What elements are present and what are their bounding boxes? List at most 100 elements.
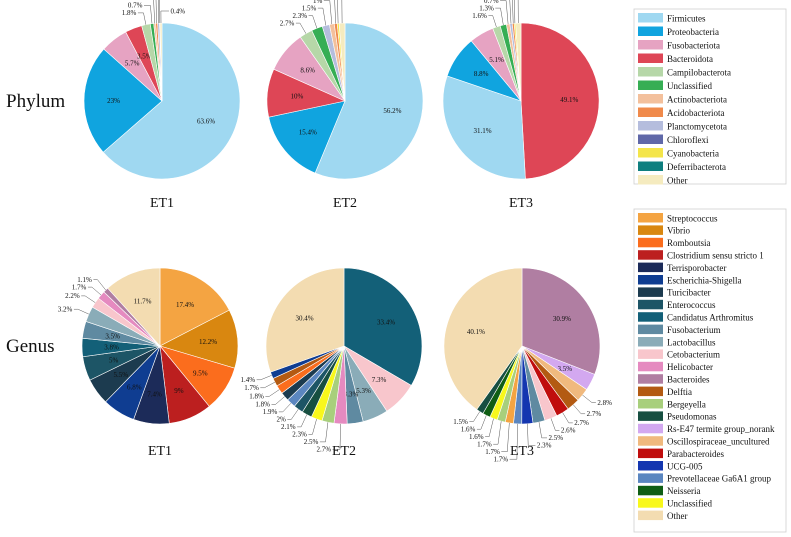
legend-swatch-phylum-6: [638, 94, 663, 104]
phylum-pie-title-et3: ET3: [509, 196, 533, 211]
genus-et1-label-13: 1.1%: [77, 276, 92, 284]
phylum-et3-label-6: 0.7%: [484, 0, 499, 5]
legend-swatch-genus-19: [638, 448, 663, 459]
genus-et2-label-9: 1.9%: [263, 408, 278, 416]
genus-et2-leader-6: [308, 418, 317, 435]
genus-et1-label-10: 3.2%: [58, 306, 73, 314]
phylum-et2-leader-10: [341, 0, 343, 24]
legend-genus: Streptococcus Vibrio Romboutsia Clostridium…: [638, 213, 775, 521]
legend-label-genus-15: Bergeyella: [667, 399, 706, 409]
legend-label-phylum-4: Campilobacterota: [667, 67, 731, 77]
phylum-et1-leader-7: [155, 0, 157, 24]
legend-swatch-genus-22: [638, 485, 663, 496]
genus-et2-label-10: 1.8%: [255, 401, 270, 409]
phylum-et3-leader-9: [514, 0, 516, 24]
legend-swatch-phylum-4: [638, 67, 663, 77]
genus-pie-title-et3: ET3: [510, 444, 534, 459]
genus-et1-leader-13: [93, 279, 106, 291]
genus-et1-label-1: 12.2%: [199, 338, 217, 346]
genus-et2-label-3: 3.3%: [344, 390, 359, 398]
legend-label-genus-23: Unclassified: [667, 499, 712, 509]
legend-swatch-phylum-12: [638, 175, 663, 185]
genus-et1-leader-10: [73, 308, 89, 315]
phylum-et1-slice-1: [83, 48, 163, 153]
legend-swatch-phylum-10: [638, 148, 663, 158]
legend-label-genus-6: Turicibacter: [667, 288, 711, 298]
phylum-et1-leader-4: [137, 12, 147, 25]
phylum-et2-label-1: 15.4%: [299, 128, 317, 136]
phylum-et1-label-0: 63.6%: [197, 118, 215, 126]
genus-et3-slice-14: [443, 267, 523, 410]
genus-pie-title-et1: ET1: [148, 444, 172, 459]
legend-label-genus-11: Cetobacterium: [667, 350, 720, 360]
legend-label-genus-0: Streptococcus: [667, 213, 718, 223]
genus-et3-label-3: 2.7%: [587, 410, 602, 418]
phylum-et3-label-4: 1.6%: [472, 12, 487, 20]
legend-label-phylum-12: Other: [667, 175, 688, 185]
genus-et1-label-9: 3.5%: [105, 332, 120, 340]
genus-et3-label-14: 40.1%: [467, 328, 485, 336]
genus-et3-leader-7: [527, 423, 536, 446]
genus-et3-label-7: 2.3%: [537, 442, 552, 450]
genus-et3-leader-8: [509, 423, 518, 460]
genus-et1-slice-14: [107, 267, 161, 347]
legend-label-genus-7: Enterococcus: [667, 300, 716, 310]
genus-et3-leader-9: [501, 422, 510, 452]
phylum-et1-leader-6: [153, 0, 155, 24]
legend-label-phylum-11: Deferribacterota: [667, 162, 726, 172]
genus-et3-label-4: 2.7%: [574, 419, 589, 427]
phylum-et1-leader-5: [144, 5, 153, 24]
legend-box-phylum: [633, 8, 787, 185]
genus-et2-leader-13: [256, 375, 272, 381]
legend-swatch-genus-11: [638, 349, 663, 359]
phylum-et2-leader-9: [337, 0, 339, 24]
legend-label-phylum-6: Actinobacteriota: [667, 94, 727, 104]
genus-et2-label-13: 1.4%: [241, 376, 256, 384]
phylum-et2-slice-0: [314, 22, 424, 180]
legend-swatch-genus-6: [638, 287, 663, 297]
legend-swatch-phylum-11: [638, 161, 663, 171]
phylum-et2-leader-4: [295, 22, 307, 34]
phylum-et2-leader-6: [317, 7, 327, 26]
legends-layer: Firmicutes Proteobacteria Fusobacteriota Ba…: [638, 13, 775, 521]
genus-et3-label-6: 2.5%: [549, 434, 564, 442]
phylum-et3-slice-0: [520, 22, 600, 180]
legend-label-genus-9: Fusobacterium: [667, 325, 721, 335]
phylum-pie-title-et2: ET2: [333, 196, 357, 211]
phylum-pie-et3: 49.1%31.1%8.8%5.1%1.1%0.3%0.4%0.5%0.7%1.…: [442, 0, 600, 211]
genus-et1-label-3: 9%: [174, 387, 184, 395]
legend-swatch-genus-24: [638, 510, 663, 521]
genus-et3-leader-12: [476, 415, 487, 430]
legend-swatch-genus-7: [638, 299, 663, 310]
phylum-et1-label-4: 1.8%: [122, 9, 137, 17]
genus-et2-label-6: 2.3%: [292, 431, 307, 439]
legend-swatch-genus-2: [638, 237, 663, 248]
genus-et2-label-14: 30.4%: [295, 315, 313, 323]
phylum-et1-label-1: 23%: [107, 97, 120, 105]
genus-et2-label-4: 2.7%: [317, 446, 332, 454]
genus-et2-leader-5: [319, 422, 329, 443]
phylum-et2-leader-5: [308, 15, 318, 29]
phylum-et1-leader-10: [160, 10, 169, 24]
legend-swatch-genus-15: [638, 399, 663, 409]
phylum-et2-label-5: 2.3%: [293, 12, 308, 20]
genus-et3-label-11: 1.6%: [469, 433, 484, 441]
legend-label-genus-8: Candidatus Arthromitus: [667, 313, 754, 323]
phylum-et2-label-0: 56.2%: [383, 107, 401, 115]
genus-et1-slice-0: [159, 267, 230, 347]
charts-layer: 63.6%23%5.7%3.5%0.4%0.1%0.4%0.4%0.4%0.7%…: [58, 0, 612, 464]
legend-swatch-phylum-5: [638, 80, 663, 90]
phylum-et3-leader-6: [500, 0, 509, 25]
genus-et2-leader-9: [278, 403, 292, 413]
phylum-et3-leader-4: [488, 15, 497, 28]
genus-et3-leader-10: [493, 421, 502, 445]
phylum-et3-label-5: 1.3%: [479, 4, 494, 12]
legend-swatch-genus-3: [638, 250, 663, 260]
phylum-et3-leader-8: [512, 0, 514, 24]
genus-et3-label-0: 30.9%: [553, 315, 571, 323]
genus-et3-label-12: 1.6%: [461, 426, 476, 434]
legend-label-phylum-9: Chloroflexi: [667, 135, 709, 145]
legend-label-phylum-2: Fusobacteriota: [667, 40, 720, 50]
legend-label-genus-2: Romboutsia: [667, 238, 711, 248]
genus-et1-label-6: 5.5%: [114, 371, 129, 379]
